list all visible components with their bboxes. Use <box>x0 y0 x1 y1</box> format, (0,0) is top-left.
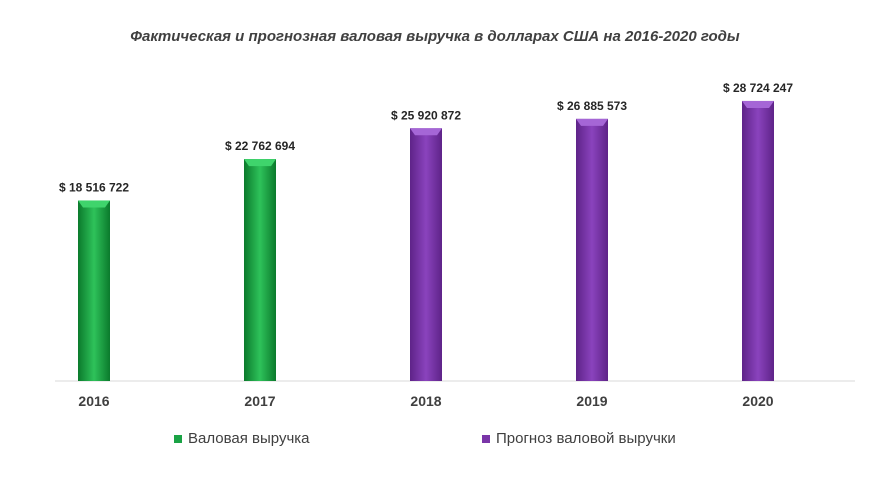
value-label-2019: $ 26 885 573 <box>557 99 627 113</box>
value-label-2017: $ 22 762 694 <box>225 139 295 153</box>
x-tick-label-2016: 2016 <box>78 393 109 409</box>
bar-cap-2018 <box>410 128 442 136</box>
bar-cap-2019 <box>576 118 608 126</box>
legend-swatch-purple <box>482 434 490 443</box>
bar-2018 <box>410 128 442 381</box>
x-tick-label-2017: 2017 <box>244 393 275 409</box>
legend-item-forecast: Прогноз валовой выручки <box>482 430 676 447</box>
bar-cap-2017 <box>244 159 276 167</box>
x-tick-label-2020: 2020 <box>742 393 773 409</box>
bar-body-2020 <box>742 100 774 381</box>
bar-2017 <box>244 159 276 381</box>
value-label-2020: $ 28 724 247 <box>723 81 793 95</box>
chart-title: Фактическая и прогнозная валовая выручка… <box>130 28 740 45</box>
bar-body-2019 <box>576 118 608 381</box>
legend-item-actual: Валовая выручка <box>174 430 310 447</box>
bar-2019 <box>576 118 608 381</box>
bar-2020 <box>742 100 774 381</box>
bar-body-2016 <box>78 200 110 381</box>
x-tick-label-2019: 2019 <box>576 393 607 409</box>
legend-label-actual: Валовая выручка <box>188 430 310 447</box>
value-label-2016: $ 18 516 722 <box>59 180 129 194</box>
bar-body-2017 <box>244 159 276 381</box>
bar-body-2018 <box>410 128 442 381</box>
bar-cap-2016 <box>78 200 110 208</box>
bar-cap-2020 <box>742 100 774 108</box>
x-tick-label-2018: 2018 <box>410 393 441 409</box>
bar-2016 <box>78 200 110 381</box>
legend-label-forecast: Прогноз валовой выручки <box>496 430 676 447</box>
legend-swatch-green <box>174 434 182 443</box>
value-label-2018: $ 25 920 872 <box>391 108 461 122</box>
